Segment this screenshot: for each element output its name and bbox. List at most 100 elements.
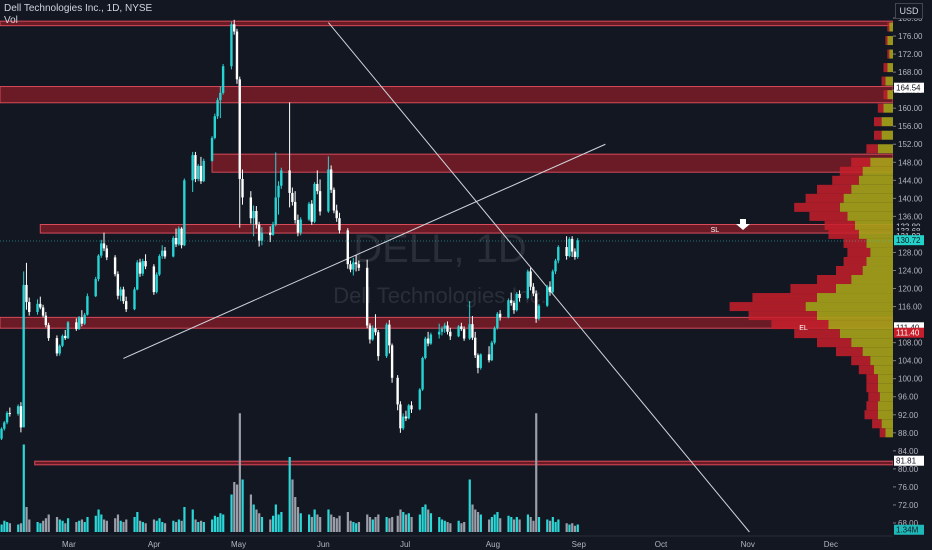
profile-bar-up <box>887 90 893 100</box>
profile-bar-up <box>817 293 893 303</box>
profile-bar-down <box>883 90 888 100</box>
volume-bar <box>374 517 377 532</box>
y-tick-label: 104.00 <box>898 357 923 366</box>
candle-body <box>510 300 513 303</box>
volume-bar <box>460 523 463 532</box>
volume-bar <box>249 494 253 532</box>
profile-bar-up <box>870 356 893 366</box>
y-tick-label: 144.00 <box>898 176 923 185</box>
volume-bar <box>6 522 9 532</box>
y-tick-label: 176.00 <box>898 32 923 41</box>
candle-body <box>8 412 12 414</box>
volume-bar <box>294 497 297 532</box>
candle-body <box>116 274 120 296</box>
profile-bar-up <box>889 22 893 32</box>
volume-bar <box>61 520 64 532</box>
profile-bar-down <box>866 144 878 154</box>
candlesticks <box>0 19 579 441</box>
profile-bar-down <box>874 117 882 127</box>
volume-bar <box>64 523 67 532</box>
candle-body <box>576 240 579 257</box>
profile-bar-up <box>874 365 893 375</box>
candle-body <box>22 284 25 428</box>
volume-bar <box>100 514 103 532</box>
volume-bar <box>258 513 261 532</box>
candle-body <box>196 165 200 179</box>
volume-bar <box>421 507 424 532</box>
profile-bar-up <box>885 428 893 438</box>
price-axis[interactable]: 180.00176.00172.00168.00164.00160.00156.… <box>893 0 932 550</box>
price-label-box <box>894 82 924 93</box>
volume-bar <box>404 514 408 532</box>
profile-bar-down <box>790 284 836 294</box>
volume-bar <box>457 520 460 532</box>
candle-body <box>498 313 502 318</box>
candle-body <box>210 137 214 161</box>
profile-bar-up <box>877 144 893 154</box>
volume-bar <box>507 515 510 532</box>
volume-bar <box>402 512 405 532</box>
volume-bar <box>177 519 180 532</box>
profile-bar-down <box>868 392 880 402</box>
candle-body <box>377 332 380 357</box>
volume-bar <box>548 520 552 532</box>
candle-body <box>327 169 330 212</box>
candle-body <box>570 238 574 252</box>
y-tick-label: 160.00 <box>898 104 923 113</box>
volume-bar <box>241 479 244 532</box>
x-tick-label: Mar <box>62 540 76 549</box>
volume-bar <box>319 517 322 532</box>
volume-bar <box>332 517 336 532</box>
volume-bar <box>39 523 42 532</box>
volume-bar <box>3 520 6 532</box>
profile-bar-up <box>862 166 893 176</box>
candle-body <box>47 325 50 339</box>
volume-bar <box>474 509 477 532</box>
volume-bar <box>141 522 144 532</box>
profile-bar-up <box>877 410 893 420</box>
volume-bar <box>213 515 217 532</box>
candle-body <box>152 266 156 293</box>
candle-body <box>318 191 322 212</box>
volume-bar <box>22 444 25 532</box>
profile-bar-up <box>883 103 893 113</box>
volume-label: Vol <box>4 15 18 26</box>
time-axis[interactable]: Mar Apr May Jun Jul Aug Sep Oct Nov Dec <box>0 535 893 549</box>
y-tick-label: 80.00 <box>898 465 919 474</box>
trendlines <box>123 22 750 533</box>
volume-bar <box>355 523 358 532</box>
volume-bar <box>471 504 474 532</box>
profile-bar-down <box>794 329 840 339</box>
profile-bar-up <box>870 247 893 257</box>
candle-body <box>551 271 554 293</box>
profile-bar-up <box>817 311 893 321</box>
profile-bar-up <box>828 320 893 330</box>
y-tick-label: 148.00 <box>898 158 923 167</box>
candle-body <box>219 92 222 101</box>
candle-body <box>252 210 255 219</box>
profile-bar-down <box>851 157 871 167</box>
volume-bar <box>368 517 372 532</box>
price-label-box <box>894 235 924 246</box>
volume-bar <box>155 520 158 532</box>
profile-bar-down <box>887 49 890 59</box>
x-tick-label: Apr <box>148 540 161 549</box>
profile-bar-down <box>843 256 867 266</box>
candle-body <box>457 326 460 337</box>
candle-body <box>532 286 535 294</box>
volume-bar <box>260 517 264 532</box>
y-tick-label: 68.00 <box>898 519 919 528</box>
currency-button[interactable]: USD <box>895 3 923 19</box>
volume-bar <box>0 524 3 532</box>
candle-body <box>191 155 194 181</box>
candle-body <box>288 170 291 193</box>
volume-bar <box>532 520 535 532</box>
volume-bar <box>17 524 20 532</box>
x-tick-label: Jun <box>317 540 330 549</box>
candle-body <box>557 247 560 261</box>
candle-body <box>487 354 491 361</box>
volume-bar <box>388 518 391 532</box>
candle-body <box>160 250 164 257</box>
candle-body <box>496 313 499 329</box>
